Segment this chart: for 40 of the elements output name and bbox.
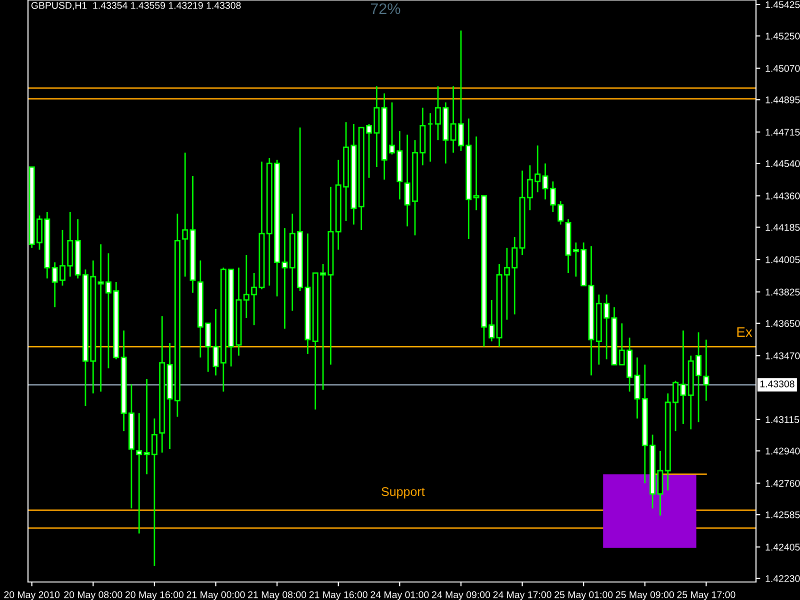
y-tick-label: 1.43825 bbox=[766, 288, 800, 296]
x-tick-label: 25 May 09:00 bbox=[616, 591, 674, 600]
candlestick bbox=[703, 338, 710, 402]
x-tick-label: 21 May 00:00 bbox=[186, 591, 245, 600]
y-tick-label: 1.43115 bbox=[766, 416, 800, 424]
y-tick-label: 1.44005 bbox=[766, 256, 800, 264]
y-tick-label: 1.42230 bbox=[766, 575, 800, 582]
y-tick-label: 1.45425 bbox=[766, 1, 800, 8]
y-tick-label: 1.44360 bbox=[766, 192, 800, 200]
ref-line-label: 1.43308 bbox=[760, 380, 794, 388]
ref-line-label: Support bbox=[382, 487, 425, 499]
y-tick-label: 1.44895 bbox=[766, 96, 800, 104]
y-tick-label: 1.45070 bbox=[766, 64, 800, 72]
y-tick-label: 1.42405 bbox=[766, 544, 800, 551]
candlestick bbox=[427, 112, 434, 162]
candlestick bbox=[182, 152, 188, 278]
y-tick-label: 1.44540 bbox=[766, 160, 800, 168]
y-tick-label: 1.43650 bbox=[766, 320, 800, 327]
x-tick-label: 25 May 01:00 bbox=[554, 591, 613, 600]
y-tick-label: 1.43470 bbox=[766, 352, 800, 360]
y-tick-label: 1.42940 bbox=[766, 448, 800, 454]
y-tick-label: 1.44715 bbox=[766, 128, 800, 136]
ref-line-label: Ex bbox=[737, 327, 752, 337]
candlestick bbox=[136, 412, 142, 534]
y-tick-label: 1.45250 bbox=[766, 32, 800, 40]
x-tick-label: 25 May 17:00 bbox=[677, 591, 736, 600]
candlestick bbox=[212, 308, 219, 376]
x-tick-label: 21 May 08:00 bbox=[248, 591, 306, 600]
x-tick-label: 20 May 16:00 bbox=[125, 591, 184, 600]
x-tick-label: 24 May 17:00 bbox=[493, 591, 552, 600]
y-tick-label: 1.42760 bbox=[766, 480, 800, 487]
x-tick-label: 20 May 08:00 bbox=[64, 591, 122, 600]
x-tick-label: 24 May 09:00 bbox=[432, 591, 490, 600]
annotation: 72% bbox=[370, 3, 400, 14]
y-tick-label: 1.44185 bbox=[766, 224, 800, 231]
x-tick-label: 24 May 01:00 bbox=[370, 591, 429, 600]
y-tick-label: 1.42585 bbox=[766, 511, 800, 518]
x-tick-label: 21 May 16:00 bbox=[309, 591, 368, 600]
chart-title: GBPUSD,H1 1.43354 1.43559 1.43219 1.43308 bbox=[31, 2, 241, 10]
x-tick-label: 20 May 2010 bbox=[4, 591, 60, 600]
